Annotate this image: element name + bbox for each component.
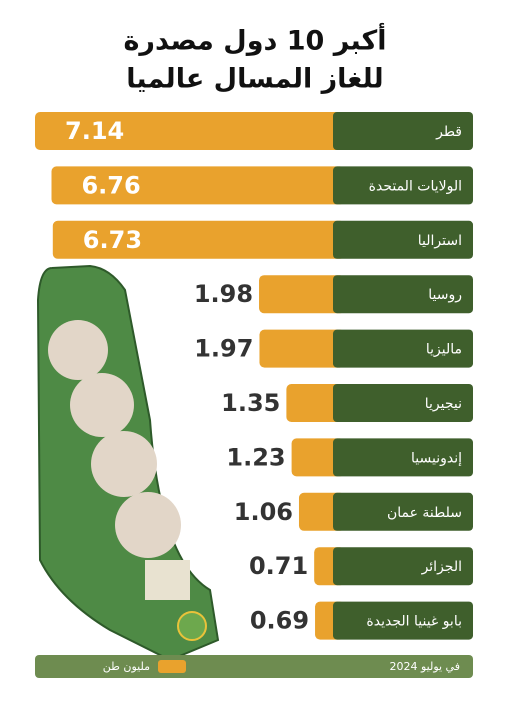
category-label: ماليزيا bbox=[426, 342, 462, 358]
category-box bbox=[333, 275, 473, 314]
category-box bbox=[333, 492, 473, 531]
value-label: 0.69 bbox=[250, 607, 309, 635]
bar bbox=[35, 112, 345, 150]
ship-illustration bbox=[36, 264, 220, 662]
category-box bbox=[333, 438, 473, 477]
note: في يوليو 2024 bbox=[389, 660, 460, 673]
category-box bbox=[333, 601, 473, 640]
bar bbox=[259, 329, 345, 368]
legend-label: مليون طن bbox=[103, 660, 150, 673]
category-box bbox=[333, 220, 473, 259]
tank bbox=[115, 492, 181, 558]
value-label: 6.73 bbox=[83, 226, 142, 254]
helipad bbox=[177, 611, 207, 641]
bar bbox=[51, 166, 346, 205]
value-label: 7.14 bbox=[65, 117, 124, 145]
category-box bbox=[333, 112, 473, 150]
category-box bbox=[333, 329, 473, 368]
category-label: قطر bbox=[435, 124, 462, 140]
category-label: روسيا bbox=[428, 287, 462, 303]
value-label: 0.71 bbox=[249, 552, 308, 580]
category-label: سلطنة عمان bbox=[387, 505, 462, 521]
tank bbox=[48, 320, 108, 380]
value-label: 1.97 bbox=[194, 335, 253, 363]
bar bbox=[52, 220, 346, 259]
ship-bridge bbox=[145, 560, 190, 600]
value-label: 6.76 bbox=[81, 171, 140, 199]
category-label: استراليا bbox=[418, 233, 462, 249]
bar bbox=[291, 438, 345, 477]
category-label: بابو غينيا الجديدة bbox=[366, 614, 462, 630]
bar bbox=[259, 275, 345, 314]
bar bbox=[286, 384, 345, 422]
value-label: 1.98 bbox=[194, 280, 253, 308]
category-box bbox=[333, 547, 473, 586]
value-label: 1.23 bbox=[226, 443, 285, 471]
category-label: نيجيريا bbox=[425, 396, 462, 412]
legend-swatch bbox=[158, 660, 186, 673]
category-label: إندونيسيا bbox=[411, 450, 462, 466]
tank bbox=[70, 373, 134, 437]
value-label: 1.06 bbox=[234, 498, 293, 526]
footer-band bbox=[35, 655, 473, 678]
tank bbox=[91, 431, 157, 497]
category-label: الولايات المتحدة bbox=[369, 178, 462, 194]
category-label: الجزائر bbox=[421, 559, 462, 575]
value-label: 1.35 bbox=[221, 389, 280, 417]
category-box bbox=[333, 166, 473, 205]
chart-title: أكبر 10 دول مصدرة bbox=[123, 23, 386, 57]
chart-title: للغاز المسال عالميا bbox=[126, 64, 383, 95]
category-box bbox=[333, 384, 473, 422]
